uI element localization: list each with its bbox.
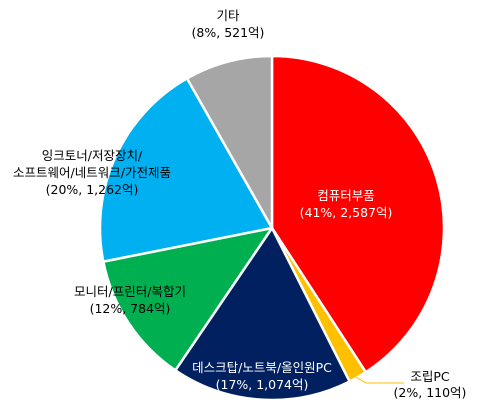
pie-slice-other: [185, 54, 274, 230]
pie-slice-ink: [98, 77, 274, 263]
label-other: 기타 (8%, 521억): [192, 8, 265, 40]
label-monitor-detail: (12%, 784억): [90, 301, 171, 316]
label-ink-detail: (20%, 1,262억): [46, 182, 139, 197]
label-desktop-detail: (17%, 1,074억): [216, 377, 309, 392]
label-ink-line2: 소프트웨어/네트워크/가전제품: [13, 165, 171, 180]
label-monitor: 모니터/프린터/복합기 (12%, 784억): [74, 284, 186, 316]
pie-slice-desktop: [174, 226, 351, 402]
label-monitor-name: 모니터/프린터/복합기: [74, 284, 186, 299]
label-ink-line1: 잉크토너/저장장치/: [42, 148, 143, 163]
pie-slice-monitor: [102, 226, 274, 372]
label-computer-parts-name: 컴퓨터부품: [317, 188, 375, 203]
label-other-name: 기타: [216, 8, 240, 23]
label-other-detail: (8%, 521억): [192, 25, 265, 40]
label-assembled-pc-name: 조립PC: [410, 369, 450, 384]
label-computer-parts: 컴퓨터부품 (41%, 2,587억): [300, 188, 393, 220]
pie-slices: [98, 54, 446, 402]
label-desktop: 데스크탑/노트북/올인원PC (17%, 1,074억): [192, 360, 332, 392]
label-assembled-pc: 조립PC (2%, 110억): [394, 369, 467, 400]
label-computer-parts-detail: (41%, 2,587억): [300, 205, 393, 220]
label-desktop-name: 데스크탑/노트북/올인원PC: [192, 360, 332, 375]
assembled-pc-leader-line: [353, 375, 404, 384]
label-assembled-pc-detail: (2%, 110억): [394, 385, 467, 400]
label-ink: 잉크토너/저장장치/ 소프트웨어/네트워크/가전제품 (20%, 1,262억): [13, 148, 171, 197]
